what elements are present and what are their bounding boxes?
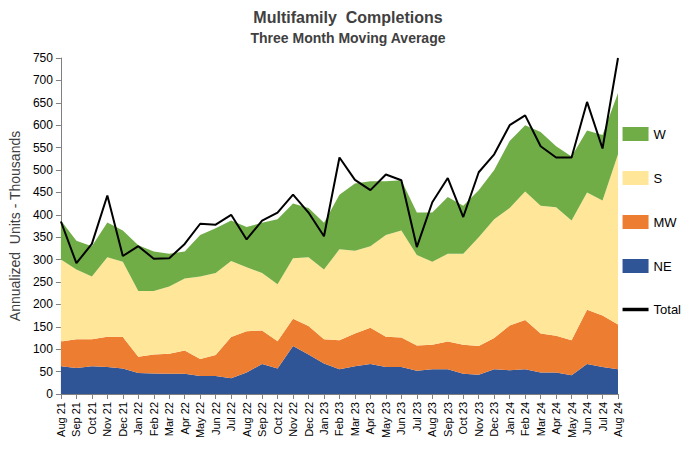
svg-text:Jun 22: Jun 22	[210, 402, 222, 435]
svg-text:Mar 23: Mar 23	[349, 402, 361, 436]
svg-text:May 22: May 22	[194, 402, 206, 438]
svg-text:S: S	[654, 171, 663, 186]
svg-text:Feb 22: Feb 22	[148, 402, 160, 436]
svg-text:Oct 21: Oct 21	[86, 402, 98, 434]
svg-text:Nov 21: Nov 21	[101, 402, 113, 437]
svg-text:May 23: May 23	[380, 402, 392, 438]
svg-text:100: 100	[33, 342, 53, 356]
svg-text:250: 250	[33, 275, 53, 289]
svg-text:350: 350	[33, 230, 53, 244]
svg-text:NE: NE	[654, 259, 672, 274]
svg-text:Jun 23: Jun 23	[395, 402, 407, 435]
svg-text:Jan 24: Jan 24	[504, 402, 516, 435]
svg-text:Dec 22: Dec 22	[303, 402, 315, 437]
svg-text:650: 650	[33, 96, 53, 110]
svg-text:Multifamily Completions: Multifamily Completions	[253, 9, 442, 26]
svg-text:700: 700	[33, 73, 53, 87]
svg-text:MW: MW	[654, 215, 678, 230]
svg-text:May 24: May 24	[566, 402, 578, 438]
svg-text:Mar 24: Mar 24	[535, 402, 547, 436]
svg-text:Jul 23: Jul 23	[411, 402, 423, 431]
svg-text:Jan 22: Jan 22	[132, 402, 144, 435]
svg-text:Apr 24: Apr 24	[550, 402, 562, 434]
svg-text:Oct 22: Oct 22	[272, 402, 284, 434]
svg-text:Total: Total	[654, 302, 682, 317]
svg-text:150: 150	[33, 320, 53, 334]
svg-text:Mar 22: Mar 22	[163, 402, 175, 436]
svg-text:200: 200	[33, 297, 53, 311]
svg-text:Jun 24: Jun 24	[581, 402, 593, 435]
svg-text:Nov 23: Nov 23	[473, 402, 485, 437]
svg-text:Three Month Moving Average: Three Month Moving Average	[251, 30, 446, 46]
svg-text:Jul 22: Jul 22	[225, 402, 237, 431]
svg-text:300: 300	[33, 253, 53, 267]
svg-text:Sep 21: Sep 21	[70, 402, 82, 437]
svg-text:750: 750	[33, 51, 53, 65]
svg-text:Aug 23: Aug 23	[426, 402, 438, 437]
svg-text:0: 0	[46, 387, 53, 401]
svg-text:W: W	[654, 127, 667, 142]
svg-text:600: 600	[33, 118, 53, 132]
svg-text:450: 450	[33, 185, 53, 199]
svg-text:Aug 24: Aug 24	[612, 402, 624, 437]
svg-text:Annualized Units - Thousands: Annualized Units - Thousands	[7, 131, 23, 321]
svg-text:Dec 23: Dec 23	[488, 402, 500, 437]
svg-text:Aug 21: Aug 21	[55, 402, 67, 437]
svg-text:Jan 23: Jan 23	[318, 402, 330, 435]
svg-text:400: 400	[33, 208, 53, 222]
svg-text:Sep 23: Sep 23	[442, 402, 454, 437]
svg-text:Apr 22: Apr 22	[179, 402, 191, 434]
svg-text:Apr 23: Apr 23	[364, 402, 376, 434]
svg-text:Nov 22: Nov 22	[287, 402, 299, 437]
svg-text:Aug 22: Aug 22	[241, 402, 253, 437]
svg-text:Oct 23: Oct 23	[457, 402, 469, 434]
svg-text:Feb 24: Feb 24	[519, 402, 531, 436]
svg-text:Jul 24: Jul 24	[597, 402, 609, 431]
svg-text:550: 550	[33, 141, 53, 155]
svg-text:50: 50	[40, 365, 54, 379]
svg-text:Feb 23: Feb 23	[333, 402, 345, 436]
svg-text:Sep 22: Sep 22	[256, 402, 268, 437]
svg-text:Dec 21: Dec 21	[117, 402, 129, 437]
svg-text:500: 500	[33, 163, 53, 177]
